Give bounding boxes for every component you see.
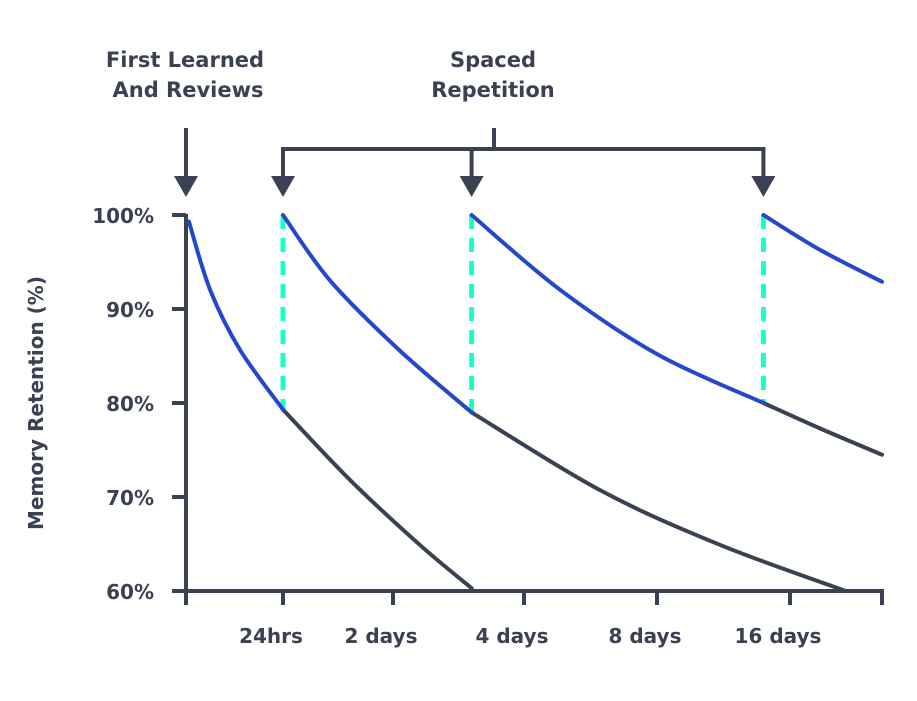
review-arrow-head xyxy=(459,176,484,197)
first-learned-arrow-head xyxy=(174,176,198,197)
y-tick-label: 70% xyxy=(106,486,154,510)
annotation-spaced-line1: Spaced xyxy=(450,48,536,72)
x-tick-label: 2 days xyxy=(344,624,417,648)
y-axis-label: Memory Retention (%) xyxy=(24,276,48,530)
retention-curve-segment xyxy=(469,213,766,405)
y-tick-label: 80% xyxy=(106,392,154,416)
forgetting-curve-segment xyxy=(761,401,884,457)
forgetting-curve-segment xyxy=(281,407,474,591)
annotation-arrows xyxy=(174,128,776,197)
review-arrow-head xyxy=(751,176,776,197)
retention-curve-segment xyxy=(281,213,474,415)
review-arrow-head xyxy=(271,176,295,197)
annotation-first-learned-line1: First Learned xyxy=(106,48,264,72)
y-tick-label: 90% xyxy=(106,298,154,322)
annotation-first-learned-line2: And Reviews xyxy=(113,78,264,102)
annotation-spaced-line2: Repetition xyxy=(431,78,555,102)
y-tick-label: 60% xyxy=(106,580,154,604)
x-tick-label: 24hrs xyxy=(239,624,303,648)
retention-curve-segment xyxy=(761,213,884,284)
x-tick-label: 4 days xyxy=(475,624,548,648)
x-tick-label: 8 days xyxy=(608,624,681,648)
x-tick-label: 16 days xyxy=(735,624,822,648)
retention-curve-segment xyxy=(186,219,285,412)
y-tick-label: 100% xyxy=(92,204,154,228)
forgetting-curve-segment xyxy=(469,410,848,593)
